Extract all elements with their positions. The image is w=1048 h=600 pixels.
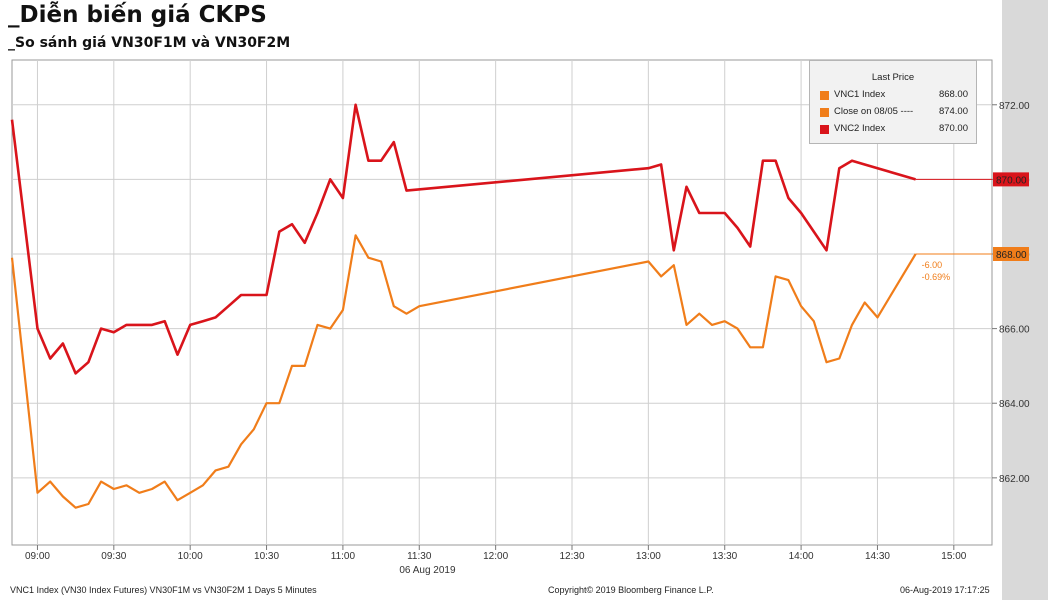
last-price-marker — [993, 172, 1029, 187]
series-lines — [10, 103, 917, 509]
legend-value: 868.00 — [938, 89, 968, 100]
legend-label: VNC2 Index — [834, 123, 886, 134]
series-line-vnc1-index — [10, 234, 917, 509]
x-axis: 09:00 09:30 10:00 10:30 11:00 11:30 12:00 12:30… — [25, 545, 967, 576]
y-tick-label: 872.00 — [999, 101, 1030, 112]
last-price-label: 870.00 — [996, 175, 1027, 186]
legend-title: Last Price — [871, 72, 915, 83]
footer-copyright: Copyright© 2019 Bloomberg Finance L.P. — [548, 585, 714, 595]
legend-item-vnc1: VNC1 Index 868.00 — [820, 89, 968, 103]
x-tick-label: 09:30 — [101, 551, 126, 562]
legend-item-vnc2: VNC2 Index 870.00 — [820, 123, 968, 137]
y-tick-label: 864.00 — [999, 399, 1030, 410]
x-tick-label: 14:00 — [789, 551, 814, 562]
footer-source: VNC1 Index (VN30 Index Futures) VN30F1M … — [10, 585, 317, 595]
legend-label: Close on 08/05 ---- — [834, 106, 914, 117]
x-axis-label: 06 Aug 2019 — [399, 565, 456, 576]
series-line-vnc2-index — [10, 103, 916, 375]
y-axis: 862.00 864.00 866.00 868.00 870.00 872.00 — [992, 101, 1030, 485]
right-margin — [1002, 0, 1048, 600]
last-price-marker — [993, 247, 1029, 261]
chart-title: _Diễn biến giá CKPS — [8, 2, 267, 28]
legend: Last Price VNC1 Index 868.00 Close on 08… — [809, 60, 977, 144]
x-tick-label: 11:30 — [407, 551, 432, 562]
x-tick-label: 15:00 — [941, 551, 966, 562]
legend-item-close: Close on 08/05 ---- 874.00 — [820, 106, 968, 120]
x-tick-label: 10:30 — [254, 551, 279, 562]
legend-swatch — [820, 91, 829, 100]
x-tick-label: 12:00 — [483, 551, 508, 562]
x-tick-label: 13:30 — [712, 551, 737, 562]
y-tick-label: 862.00 — [999, 474, 1030, 485]
plot-area — [11, 59, 993, 546]
x-tick-label: 12:30 — [559, 551, 584, 562]
last-price-markers: 868.00 -6.00 -0.69% 870.00 — [915, 172, 1029, 282]
legend-swatch — [820, 108, 829, 117]
y-tick-label: 866.00 — [999, 325, 1030, 336]
last-price-label: 868.00 — [996, 250, 1027, 261]
x-tick-label: 14:30 — [865, 551, 890, 562]
legend-value: 870.00 — [938, 123, 968, 134]
chart-subtitle: _So sánh giá VN30F1M và VN30F2M — [8, 35, 291, 51]
x-tick-label: 11:00 — [331, 551, 356, 562]
legend-value: 874.00 — [938, 106, 968, 117]
legend-label: VNC1 Index — [834, 89, 886, 100]
change-pct-label: -0.69% — [922, 272, 951, 282]
x-tick-label: 10:00 — [178, 551, 203, 562]
x-tick-label: 09:00 — [25, 551, 50, 562]
footer-timestamp: 06-Aug-2019 17:17:25 — [900, 585, 990, 595]
change-label: -6.00 — [922, 260, 943, 270]
x-tick-label: 13:00 — [636, 551, 661, 562]
legend-swatch — [820, 125, 829, 134]
